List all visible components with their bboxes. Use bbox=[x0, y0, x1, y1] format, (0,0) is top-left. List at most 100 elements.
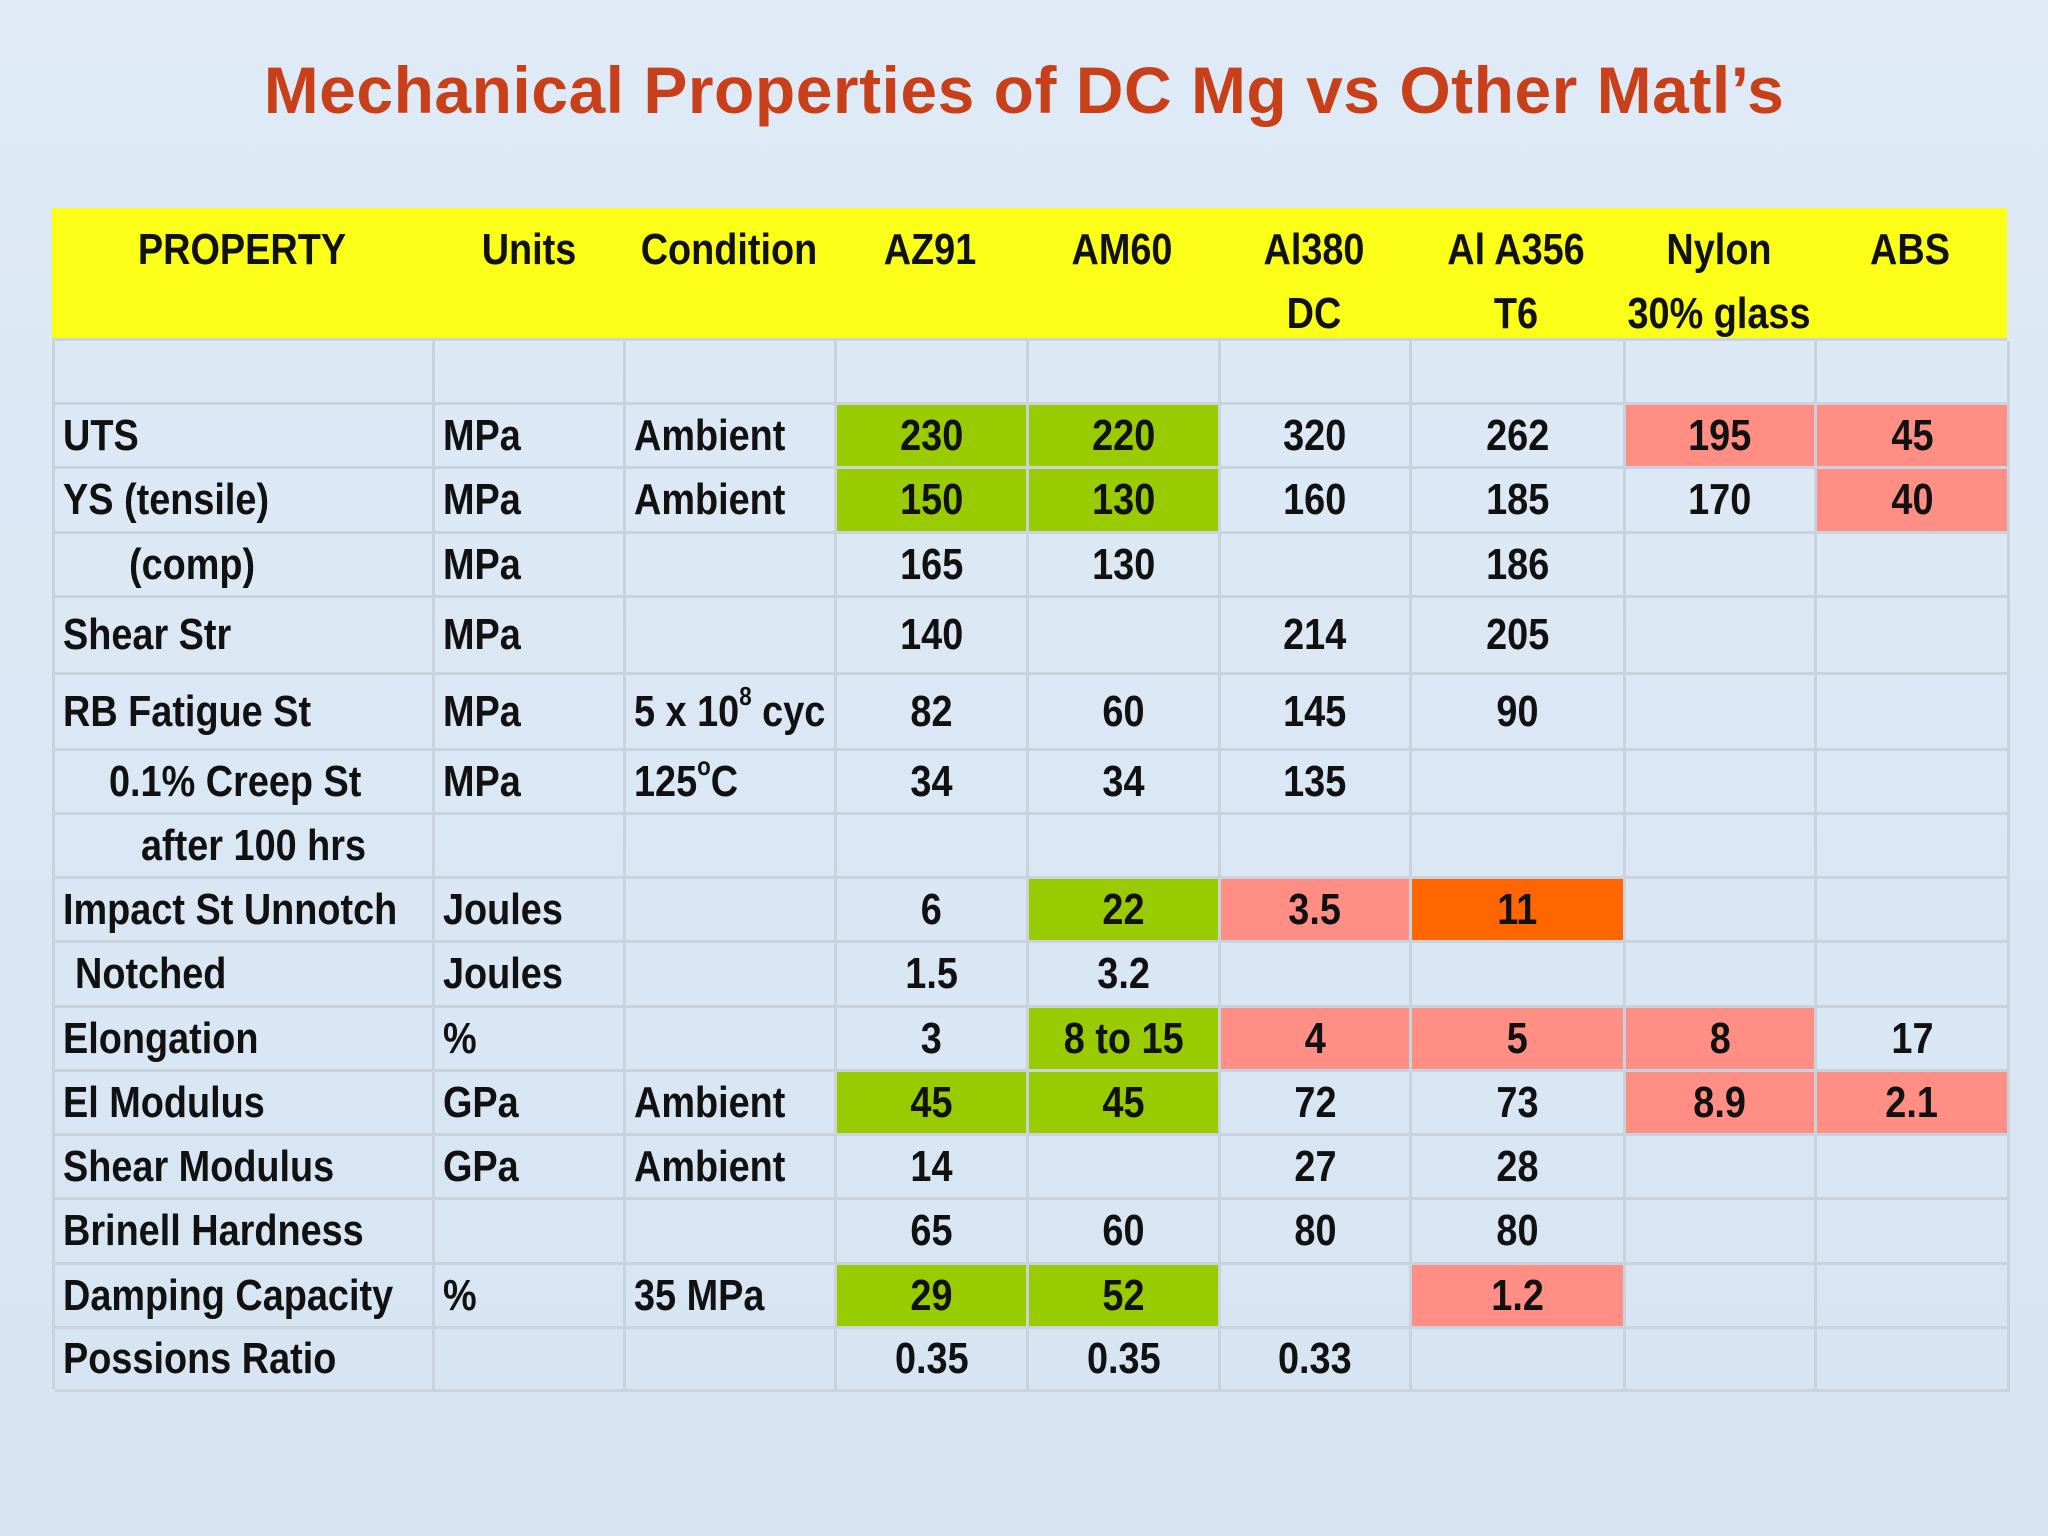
value-text: 8 to 15 bbox=[1063, 1013, 1184, 1063]
value-cell: 73 bbox=[1412, 1072, 1626, 1136]
value-cell: 14 bbox=[837, 1136, 1029, 1200]
units-label: Joules bbox=[443, 884, 563, 934]
value-cell: 220 bbox=[1029, 405, 1221, 469]
value-cell: 82 bbox=[837, 675, 1029, 751]
value-text: 145 bbox=[1283, 686, 1347, 736]
column-header: Units bbox=[400, 218, 658, 282]
property-label: 0.1% Creep St bbox=[109, 756, 362, 806]
value-cell bbox=[1626, 1265, 1817, 1329]
property-cell: Notched bbox=[55, 943, 435, 1008]
value-cell: 80 bbox=[1221, 1200, 1412, 1265]
value-cell: 230 bbox=[837, 405, 1029, 469]
value-cell: 45 bbox=[1029, 1072, 1221, 1136]
value-cell bbox=[1626, 341, 1817, 405]
condition-cell bbox=[626, 1200, 837, 1265]
value-text: 150 bbox=[899, 475, 964, 524]
units-label: MPa bbox=[443, 410, 521, 460]
value-text: 22 bbox=[1102, 884, 1145, 934]
property-label: Elongation bbox=[63, 1013, 259, 1063]
property-cell: Shear Modulus bbox=[55, 1136, 435, 1200]
column-header: Condition bbox=[600, 218, 858, 282]
value-cell: 130 bbox=[1029, 534, 1221, 598]
property-cell: RB Fatigue St bbox=[55, 675, 435, 751]
value-cell: 8 to 15 bbox=[1029, 1008, 1221, 1072]
value-cell bbox=[1817, 341, 2010, 405]
value-cell: 3.2 bbox=[1029, 943, 1221, 1008]
value-text: 2.1 bbox=[1885, 1077, 1939, 1127]
value-cell: 22 bbox=[1029, 879, 1221, 943]
value-cell: 65 bbox=[837, 1200, 1029, 1265]
units-cell: % bbox=[435, 1008, 626, 1072]
value-text: 0.35 bbox=[894, 1334, 969, 1383]
value-cell: 1.2 bbox=[1412, 1265, 1626, 1329]
value-cell: 195 bbox=[1626, 405, 1817, 469]
condition-cell bbox=[626, 598, 837, 675]
value-text: 185 bbox=[1485, 475, 1550, 524]
value-text: 72 bbox=[1293, 1077, 1337, 1127]
value-text: 52 bbox=[1102, 1270, 1145, 1320]
condition-cell bbox=[626, 341, 837, 405]
value-cell bbox=[1817, 751, 2010, 815]
value-cell bbox=[1626, 751, 1817, 815]
column-header: PROPERTY bbox=[113, 218, 371, 282]
units-cell: MPa bbox=[435, 405, 626, 469]
value-cell bbox=[1029, 341, 1221, 405]
value-text: 130 bbox=[1091, 475, 1156, 524]
property-label: Impact St Unnotch bbox=[63, 884, 398, 934]
value-cell bbox=[837, 815, 1029, 879]
value-cell bbox=[1626, 1329, 1817, 1392]
value-text: 34 bbox=[1102, 756, 1145, 806]
condition-cell: Ambient bbox=[626, 405, 837, 469]
column-header-line: 30% glass bbox=[1627, 289, 1811, 338]
value-text: 34 bbox=[910, 756, 953, 806]
property-label: Shear Str bbox=[63, 610, 232, 659]
value-cell bbox=[1626, 534, 1817, 598]
column-header: Nylon 30% glass bbox=[1590, 218, 1848, 346]
value-text: 3.2 bbox=[1097, 949, 1150, 998]
value-cell: 72 bbox=[1221, 1072, 1412, 1136]
value-cell bbox=[1626, 943, 1817, 1008]
value-text: 45 bbox=[1890, 410, 1934, 460]
value-text: 214 bbox=[1283, 610, 1347, 659]
value-text: 0.35 bbox=[1086, 1334, 1161, 1383]
column-header-line: AM60 bbox=[1071, 225, 1173, 274]
property-cell: 0.1% Creep St bbox=[55, 751, 435, 815]
units-cell: MPa bbox=[435, 598, 626, 675]
units-cell bbox=[435, 341, 626, 405]
value-cell: 1.5 bbox=[837, 943, 1029, 1008]
condition-cell: Ambient bbox=[626, 1072, 837, 1136]
property-cell: UTS bbox=[55, 405, 435, 469]
units-label: MPa bbox=[443, 475, 521, 524]
property-label: Notched bbox=[75, 949, 227, 998]
units-label: MPa bbox=[443, 610, 521, 659]
property-label: Brinell Hardness bbox=[63, 1206, 364, 1255]
value-text: 80 bbox=[1496, 1206, 1539, 1255]
condition-cell bbox=[626, 1329, 837, 1392]
column-header-line: ABS bbox=[1870, 225, 1950, 274]
units-cell: MPa bbox=[435, 534, 626, 598]
value-cell: 0.35 bbox=[837, 1329, 1029, 1392]
value-cell bbox=[1029, 598, 1221, 675]
property-cell: after 100 hrs bbox=[55, 815, 435, 879]
value-cell: 160 bbox=[1221, 469, 1412, 534]
units-cell bbox=[435, 1329, 626, 1392]
column-header-line: Al380 bbox=[1263, 225, 1365, 274]
value-cell: 0.35 bbox=[1029, 1329, 1221, 1392]
condition-cell: 35 MPa bbox=[626, 1265, 837, 1329]
units-label: % bbox=[443, 1013, 477, 1063]
value-cell: 150 bbox=[837, 469, 1029, 534]
value-text: 90 bbox=[1496, 686, 1539, 736]
value-cell bbox=[1817, 534, 2010, 598]
property-cell bbox=[55, 341, 435, 405]
value-cell bbox=[837, 341, 1029, 405]
units-label: MPa bbox=[443, 756, 521, 806]
condition-cell: 125oC bbox=[626, 751, 837, 815]
value-text: 11 bbox=[1497, 884, 1538, 934]
value-cell bbox=[1412, 943, 1626, 1008]
property-cell: El Modulus bbox=[55, 1072, 435, 1136]
properties-table: PROPERTY Units Condition AZ91 AM60 Al380 DC Al … bbox=[52, 208, 2010, 1392]
property-cell: Shear Str bbox=[55, 598, 435, 675]
condition-label: Ambient bbox=[634, 410, 786, 460]
value-cell: 11 bbox=[1412, 879, 1626, 943]
condition-cell bbox=[626, 879, 837, 943]
